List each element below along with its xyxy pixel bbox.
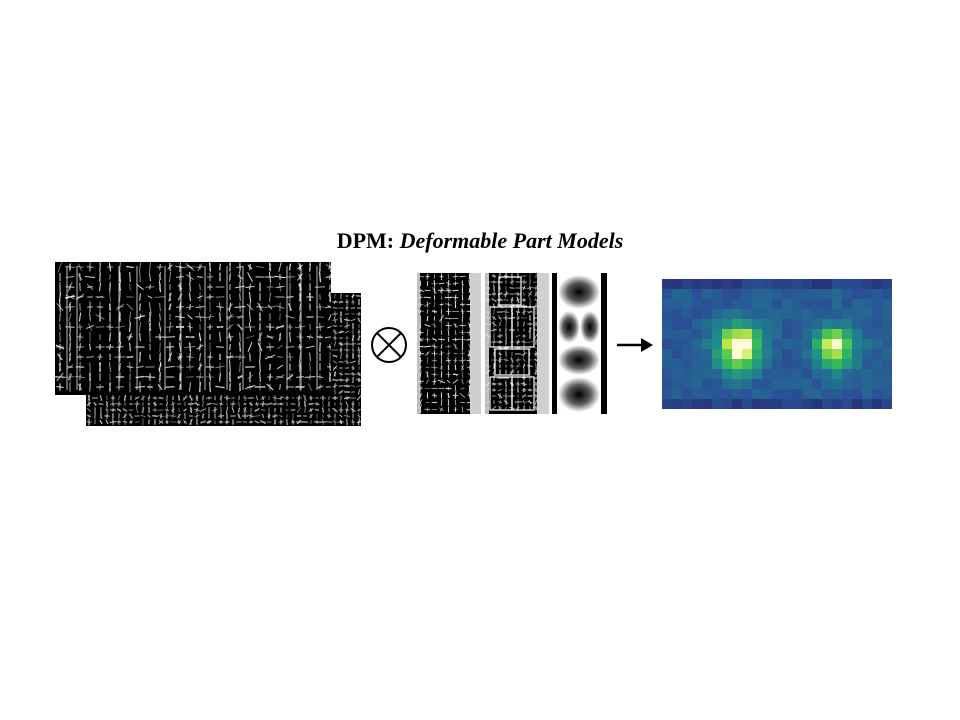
- title-prefix: DPM:: [336, 228, 395, 253]
- title-emphasis: Deformable Part Models: [399, 228, 624, 253]
- convolution-operator-icon: [371, 327, 407, 363]
- diagram-title: DPM: Deformable Part Models: [0, 228, 960, 254]
- root-filter-image: [417, 273, 481, 414]
- hog-feature-pyramid-level-fine: [55, 262, 331, 395]
- right-arrow-icon: [617, 338, 653, 352]
- part-filters-image: [485, 273, 549, 414]
- deformation-cost-image: [552, 273, 607, 414]
- response-heatmap-image: [662, 279, 892, 409]
